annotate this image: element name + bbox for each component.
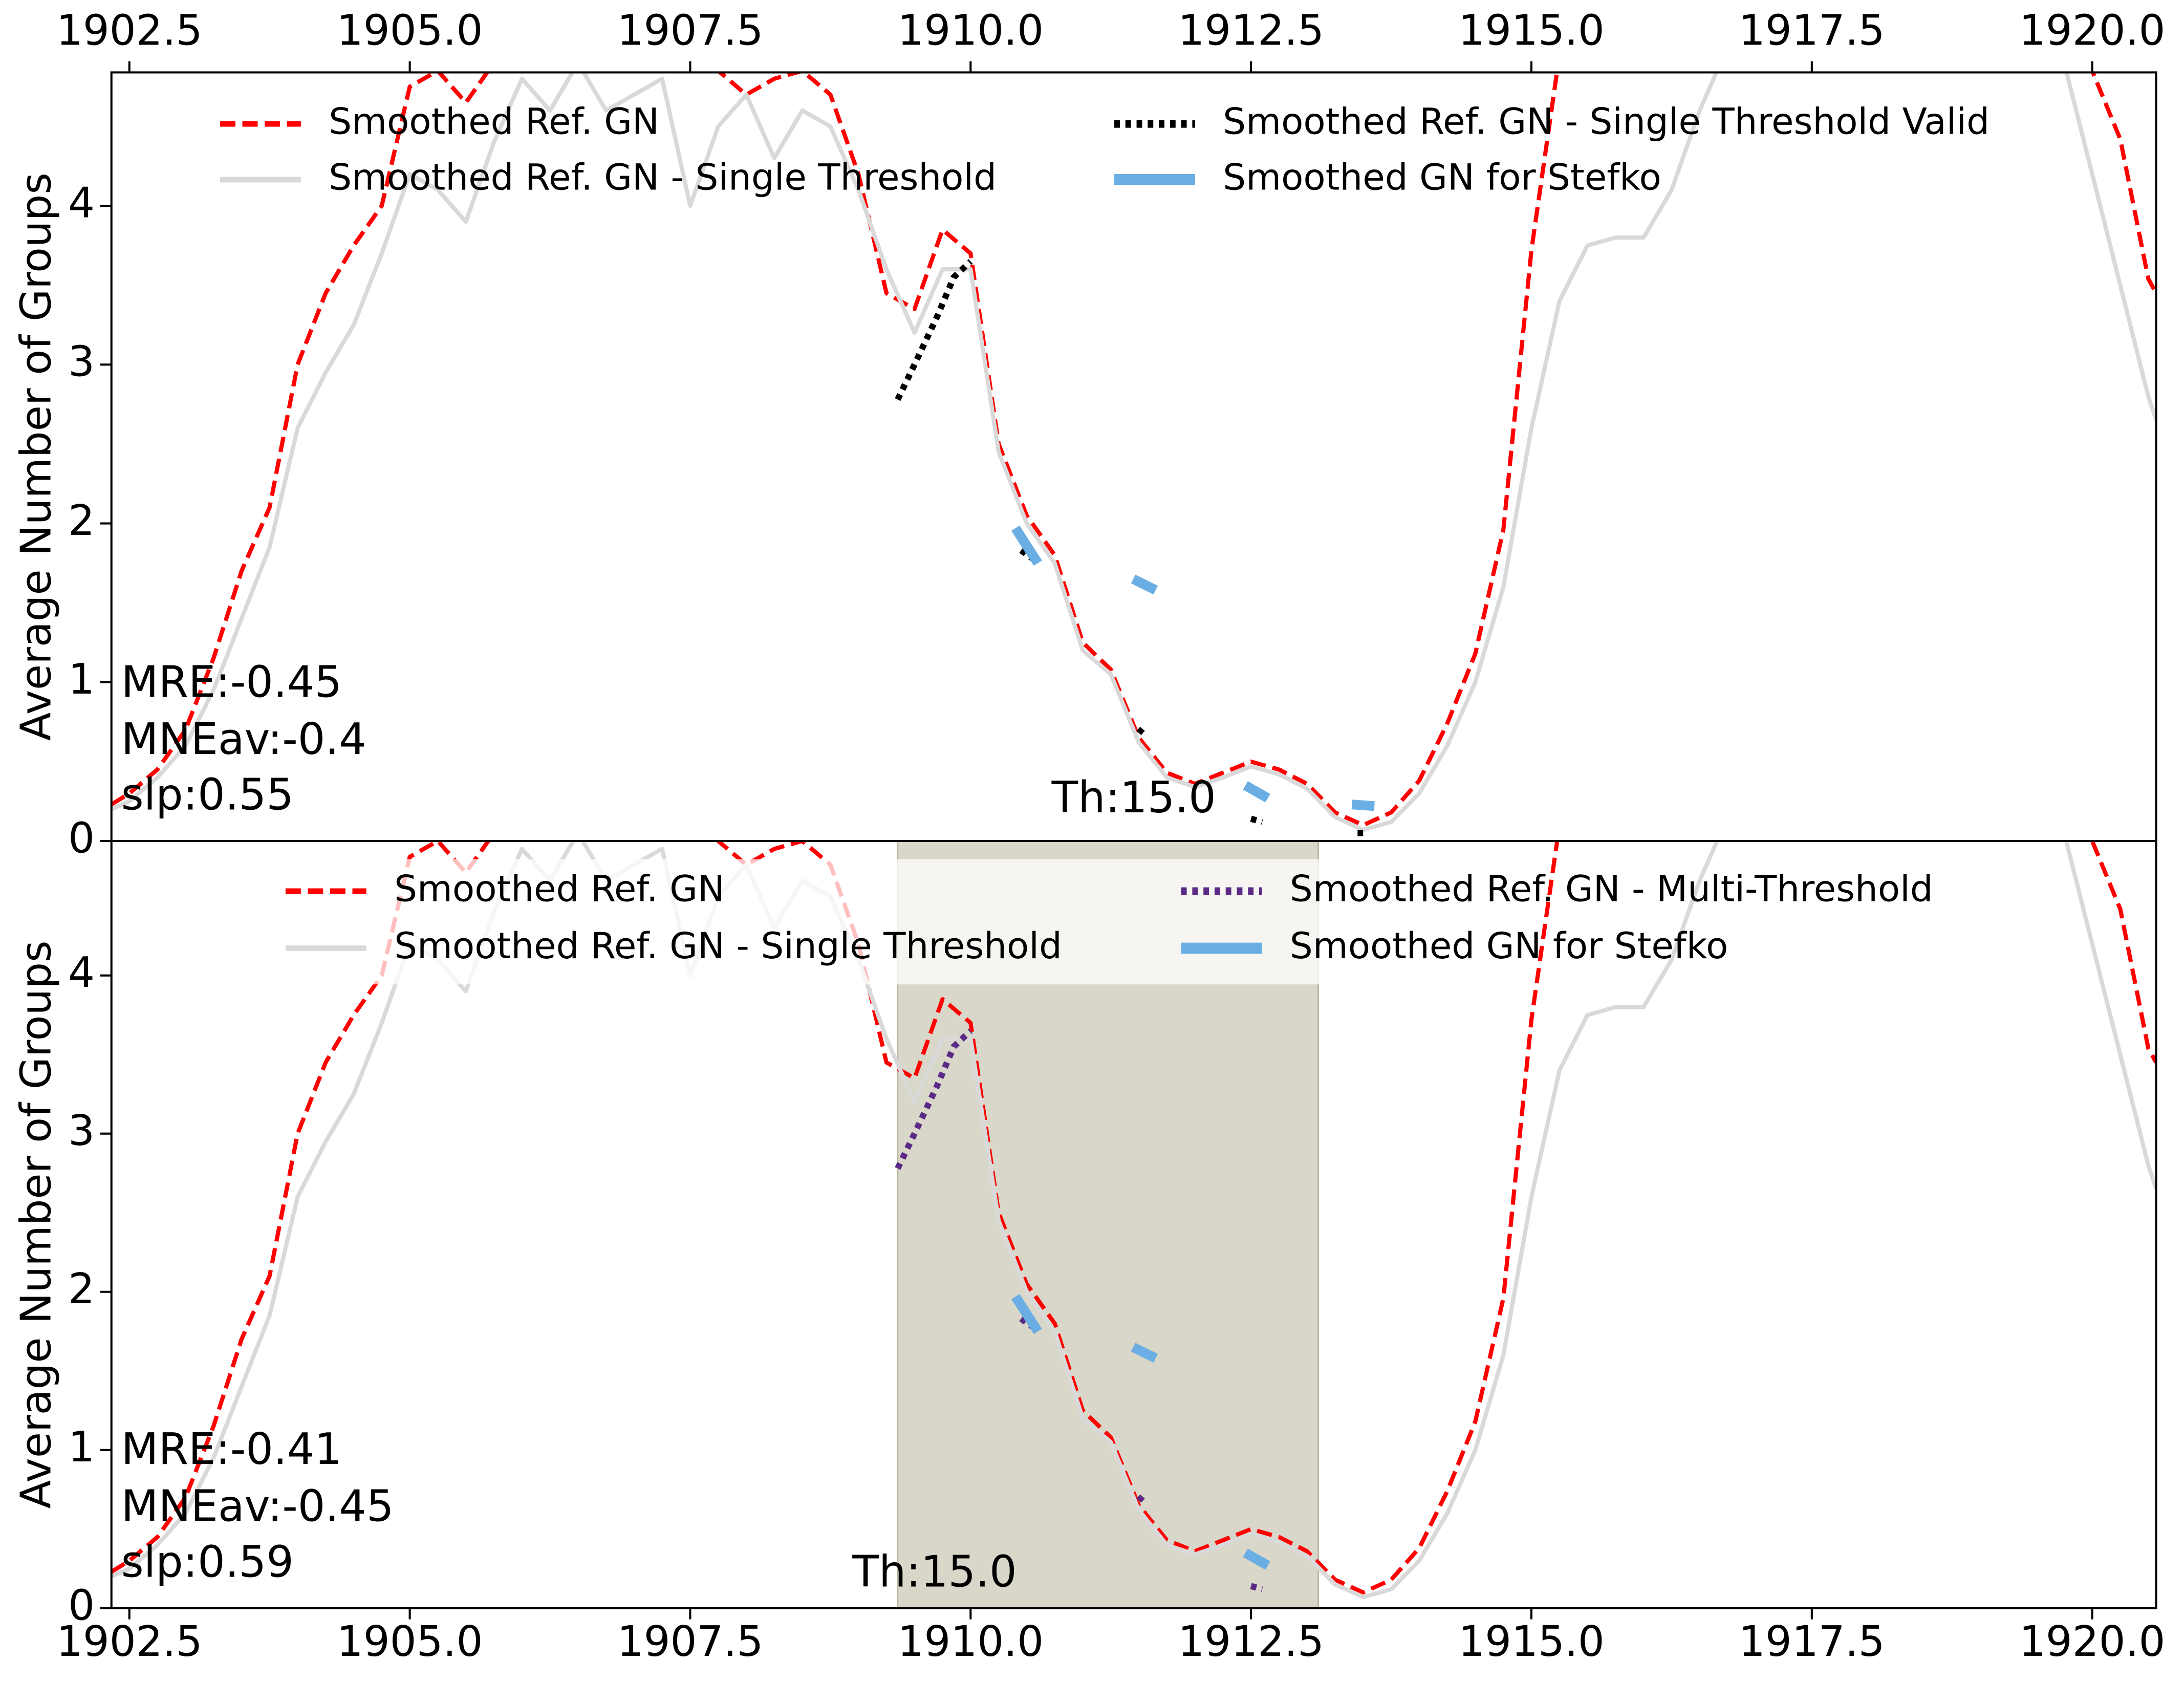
x-tick-label: 1912.5 xyxy=(1178,1618,1324,1666)
series-line xyxy=(895,259,1369,836)
series-line xyxy=(111,72,2156,832)
x-tick-label: 1917.5 xyxy=(1739,7,1885,55)
x-tick-label: 1920.0 xyxy=(2019,7,2166,55)
x-tick-label: 1920.0 xyxy=(2019,1618,2166,1666)
legend-label: Smoothed GN for Stefko xyxy=(1290,924,1728,967)
threshold-annotation: Th:15.0 xyxy=(852,1546,1017,1597)
x-tick-label: 1910.0 xyxy=(897,7,1044,55)
x-tick-label: 1907.5 xyxy=(617,7,764,55)
threshold-annotation: Th:15.0 xyxy=(1051,772,1216,823)
x-tick-label: 1907.5 xyxy=(617,1618,764,1666)
series-line xyxy=(111,72,2156,828)
legend-label: Smoothed Ref. GN - Single Threshold xyxy=(394,924,1062,967)
stat-annotation: MRE:-0.45 xyxy=(121,657,342,707)
stat-annotation: slp:0.55 xyxy=(121,770,294,820)
x-tick-label: 1902.5 xyxy=(56,1618,203,1666)
x-tick-label: 1912.5 xyxy=(1178,7,1324,55)
y-tick-label: 0 xyxy=(68,1581,95,1630)
x-tick-label: 1915.0 xyxy=(1458,7,1605,55)
stat-annotation: MRE:-0.41 xyxy=(121,1424,342,1474)
y-tick-label: 2 xyxy=(68,497,95,545)
plot-frame xyxy=(110,839,2157,1609)
y-axis-label: Average Number of Groups xyxy=(12,172,61,741)
legend-label: Smoothed Ref. GN - Single Threshold Vali… xyxy=(1223,100,1990,143)
stat-annotation: MNEav:-0.45 xyxy=(121,1481,394,1532)
y-tick-label: 2 xyxy=(68,1265,95,1313)
series-line xyxy=(895,1028,1263,1592)
stat-annotation: MNEav:-0.4 xyxy=(121,714,366,764)
legend-label: Smoothed Ref. GN xyxy=(329,100,659,143)
y-tick-label: 4 xyxy=(68,948,95,997)
legend-label: Smoothed GN for Stefko xyxy=(1223,156,1661,198)
series-line xyxy=(1011,1293,1270,1570)
legend-label: Smoothed Ref. GN - Single Threshold xyxy=(329,156,997,198)
x-tick-label: 1910.0 xyxy=(897,1618,1044,1666)
y-tick-label: 0 xyxy=(68,814,95,862)
x-tick-label: 1905.0 xyxy=(337,1618,483,1666)
y-tick-label: 3 xyxy=(68,338,95,386)
legend-box xyxy=(278,859,1321,985)
stat-annotation: slp:0.59 xyxy=(121,1537,294,1587)
y-tick-label: 1 xyxy=(68,1423,95,1472)
x-tick-label: 1905.0 xyxy=(337,7,483,55)
x-tick-label: 1917.5 xyxy=(1739,1618,1885,1666)
y-tick-label: 1 xyxy=(68,655,95,704)
series-line xyxy=(1011,525,1375,811)
y-tick-label: 4 xyxy=(68,179,95,228)
legend-label: Smoothed Ref. GN xyxy=(394,867,725,910)
plot-area xyxy=(111,72,2156,836)
x-tick-label: 1915.0 xyxy=(1458,1618,1605,1666)
x-tick-label: 1902.5 xyxy=(56,7,203,55)
y-axis-label: Average Number of Groups xyxy=(12,940,61,1508)
y-tick-label: 3 xyxy=(68,1107,95,1155)
legend-label: Smoothed Ref. GN - Multi-Threshold xyxy=(1290,867,1933,910)
